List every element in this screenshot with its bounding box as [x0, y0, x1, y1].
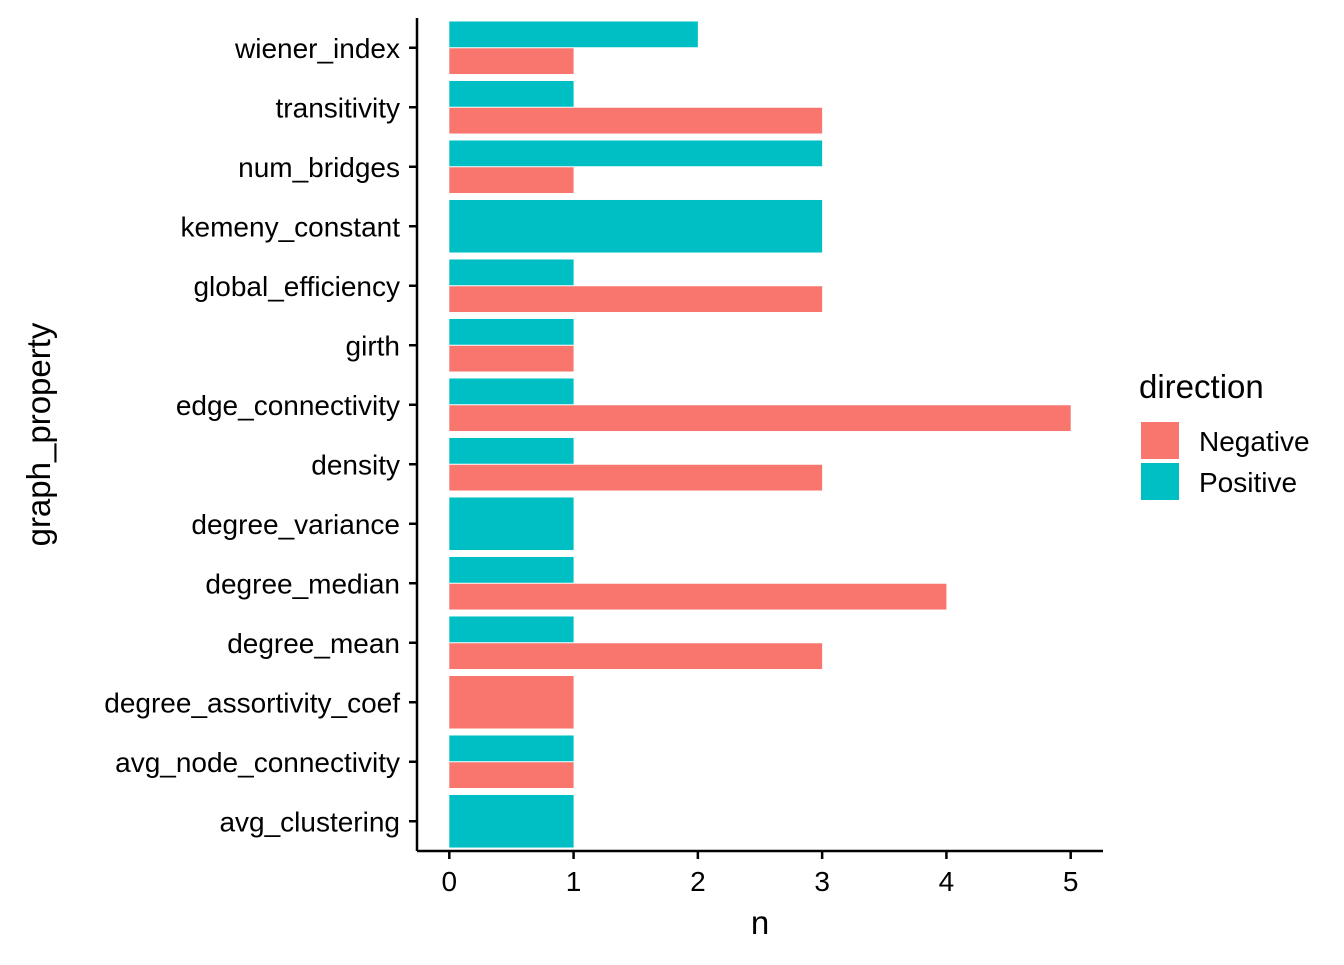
- bar-positive-transitivity: [449, 80, 574, 107]
- y-tick-label-girth: girth: [346, 330, 400, 361]
- y-tick-label-global_efficiency: global_efficiency: [193, 271, 400, 302]
- legend-swatch-negative: [1141, 422, 1179, 459]
- x-tick-label-2: 2: [690, 866, 706, 897]
- y-tick-label-transitivity: transitivity: [276, 92, 400, 123]
- x-tick-label-1: 1: [566, 866, 582, 897]
- legend-title: direction: [1139, 368, 1264, 405]
- bar-positive-num_bridges: [449, 140, 823, 167]
- y-tick-label-avg_node_connectivity: avg_node_connectivity: [115, 747, 400, 778]
- bar-positive-density: [449, 437, 574, 464]
- bar-positive-edge_connectivity: [449, 378, 574, 405]
- bar-positive-degree_variance: [449, 497, 574, 551]
- bar-negative-edge_connectivity: [449, 405, 1071, 432]
- legend-label-positive: Positive: [1199, 467, 1297, 498]
- bar-positive-avg_node_connectivity: [449, 735, 574, 762]
- bar-negative-global_efficiency: [449, 286, 823, 313]
- legend: direction Negative Positive: [1139, 368, 1310, 500]
- bar-negative-degree_mean: [449, 643, 823, 670]
- bar-negative-girth: [449, 345, 574, 372]
- x-tick-label-5: 5: [1063, 866, 1079, 897]
- bar-negative-density: [449, 464, 823, 491]
- y-tick-label-kemeny_constant: kemeny_constant: [181, 211, 401, 242]
- x-tick-label-4: 4: [939, 866, 955, 897]
- x-tick-label-0: 0: [442, 866, 458, 897]
- y-tick-label-density: density: [311, 449, 400, 480]
- legend-label-negative: Negative: [1199, 426, 1310, 457]
- bar-negative-wiener_index: [449, 48, 574, 75]
- y-tick-label-degree_assortivity_coef: degree_assortivity_coef: [104, 687, 400, 718]
- y-axis-title: graph_property: [20, 322, 57, 546]
- y-tick-label-degree_mean: degree_mean: [227, 628, 400, 659]
- x-tick-label-3: 3: [814, 866, 830, 897]
- bars-layer: [449, 21, 1071, 848]
- bar-positive-degree_median: [449, 556, 574, 583]
- bar-negative-avg_node_connectivity: [449, 762, 574, 789]
- bar-negative-degree_assortivity_coef: [449, 675, 574, 729]
- bar-negative-num_bridges: [449, 167, 574, 194]
- axes-layer: wiener_index transitivity num_bridgeskemen…: [20, 18, 1103, 941]
- x-axis-title: n: [751, 904, 769, 941]
- y-tick-label-edge_connectivity: edge_connectivity: [176, 390, 400, 421]
- bar-positive-avg_clustering: [449, 794, 574, 848]
- bar-negative-transitivity: [449, 107, 823, 134]
- bar-positive-global_efficiency: [449, 259, 574, 286]
- y-tick-label-degree_variance: degree_variance: [191, 509, 400, 540]
- y-tick-label-avg_clustering: avg_clustering: [219, 806, 400, 837]
- bar-positive-wiener_index: [449, 21, 698, 48]
- bar-positive-girth: [449, 318, 574, 345]
- bar-positive-degree_mean: [449, 616, 574, 643]
- y-tick-label-degree_median: degree_median: [205, 568, 400, 599]
- y-tick-label-wiener_index: wiener_index: [234, 33, 400, 64]
- legend-swatch-positive: [1141, 463, 1179, 500]
- bar-positive-kemeny_constant: [449, 199, 823, 253]
- bar-negative-degree_median: [449, 583, 947, 610]
- y-tick-label-num_bridges: num_bridges: [238, 152, 400, 183]
